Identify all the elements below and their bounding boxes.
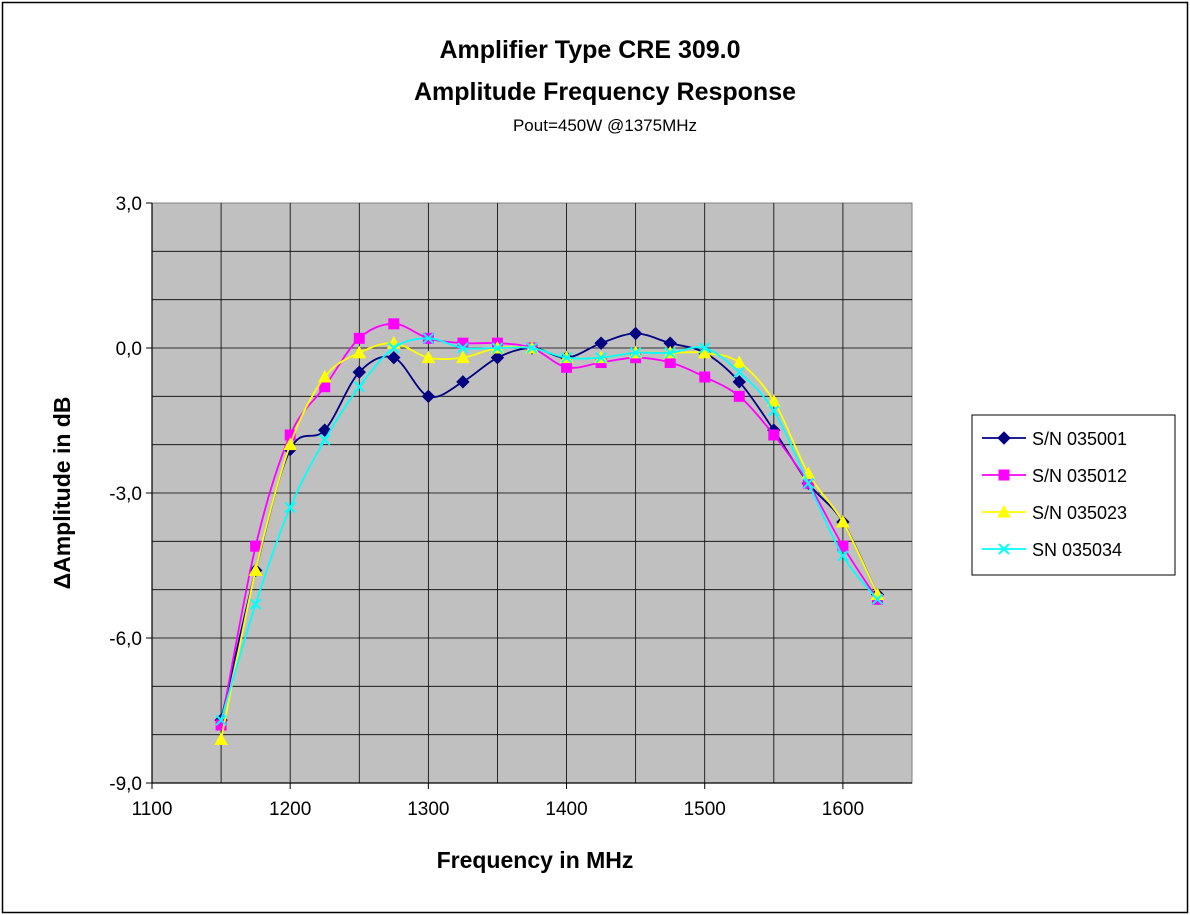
legend-item: SN 035034 [982, 540, 1122, 560]
data-point [595, 351, 607, 364]
data-point [732, 355, 747, 368]
legend-label: S/N 035023 [1032, 503, 1127, 523]
data-point [526, 342, 538, 354]
data-point [871, 593, 884, 606]
data-point [456, 375, 470, 389]
x-tick-label: 1400 [545, 799, 587, 820]
data-point [733, 366, 745, 378]
data-point [422, 332, 435, 345]
data-point [732, 375, 746, 389]
x-axis-label: Frequency in MHz [437, 847, 634, 873]
data-point [353, 380, 365, 393]
data-point [768, 429, 780, 441]
y-tick-label: -6,0 [109, 629, 142, 650]
data-point [215, 714, 227, 726]
y-tick-label: 0,0 [116, 339, 142, 360]
data-point [248, 563, 263, 576]
data-point [250, 540, 262, 552]
data-point [836, 514, 850, 528]
data-point [284, 501, 296, 514]
legend: S/N 035001 S/N 035012 S/N 035023 SN 035034 [971, 414, 1176, 576]
chart-subtitle: Pout=450W @1375MHz [513, 116, 697, 135]
data-point [594, 336, 608, 350]
x-tick-label: 1100 [132, 799, 173, 820]
data-point [283, 437, 298, 451]
legend-marker [998, 469, 1010, 481]
data-point [664, 347, 676, 359]
data-point [387, 350, 401, 365]
y-tick-label: -3,0 [109, 484, 142, 505]
data-point [629, 347, 642, 359]
chart-title: Amplifier Type CRE 309.0 [439, 36, 740, 64]
y-tick-label: -9,0 [109, 774, 142, 795]
data-point [352, 345, 367, 359]
legend-marker [997, 431, 1011, 445]
data-point [421, 389, 436, 404]
x-tick-label: 1300 [407, 799, 449, 820]
data-point [214, 732, 228, 745]
data-point [628, 326, 643, 341]
data-point [802, 477, 815, 490]
legend-marker [998, 543, 1010, 555]
data-point [491, 342, 504, 354]
legend-label: SN 035034 [1032, 540, 1122, 560]
data-point [388, 342, 400, 354]
data-point [768, 405, 780, 417]
legend-marker [997, 504, 1011, 518]
data-point [699, 342, 711, 354]
data-point [317, 369, 332, 383]
data-point [837, 550, 849, 562]
x-tick-label: 1600 [822, 799, 864, 820]
data-point [388, 318, 400, 330]
legend-item: S/N 035001 [982, 429, 1127, 449]
x-tick-label: 1200 [269, 799, 311, 820]
data-point [490, 350, 505, 365]
data-point [249, 598, 262, 610]
x-tick-label: 1500 [684, 799, 726, 820]
data-point [766, 394, 781, 407]
series-layer [214, 318, 885, 745]
y-tick-label: 3,0 [116, 194, 142, 215]
data-point [561, 361, 573, 373]
legend-item: S/N 035012 [982, 466, 1127, 486]
data-point [457, 342, 469, 354]
data-point [319, 434, 331, 446]
data-point [456, 350, 470, 364]
grid [151, 203, 912, 784]
x-axis-ticks: 1100 1200 1300 1400 1500 1600 [132, 783, 864, 820]
data-point [353, 332, 365, 344]
series-4 [215, 332, 884, 726]
data-point [664, 357, 676, 368]
legend-label: S/N 035012 [1032, 466, 1127, 486]
data-point [699, 371, 711, 383]
legend-label: S/N 035001 [1032, 429, 1127, 449]
data-point [560, 351, 573, 364]
y-axis-label: ΔAmplitude in dB [49, 397, 75, 590]
data-point [733, 390, 745, 402]
data-point [421, 350, 436, 364]
data-point [352, 365, 366, 379]
legend-item: S/N 035023 [982, 503, 1127, 523]
y-axis-ticks: 3,0 0,0 -3,0 -6,0 -9,0 [109, 194, 152, 795]
chart-title-line2: Amplitude Frequency Response [414, 78, 796, 106]
